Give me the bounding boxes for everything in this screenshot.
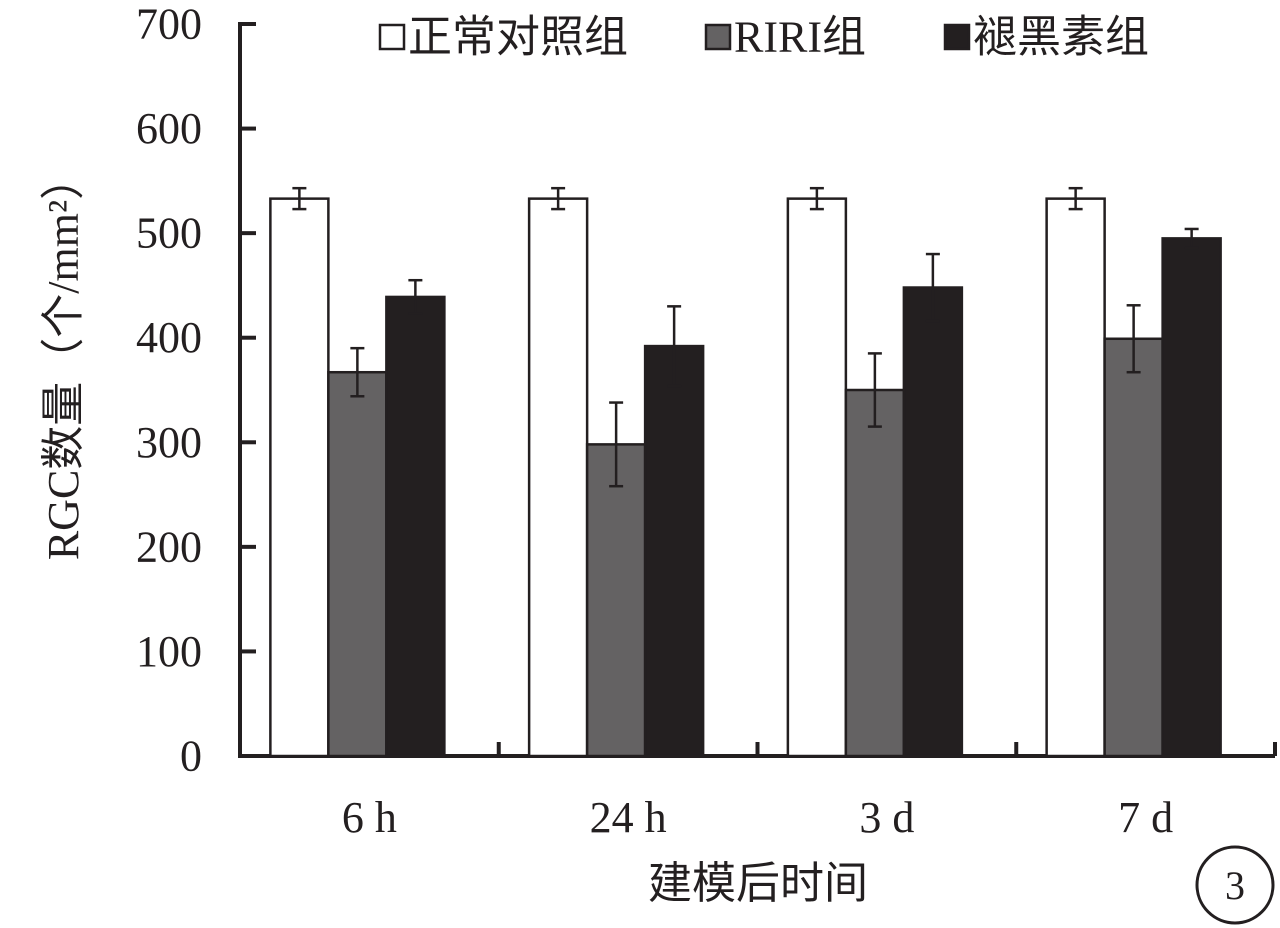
y-tick-label: 400	[136, 313, 202, 362]
bar	[1161, 237, 1222, 758]
y-tick-label: 500	[136, 209, 202, 258]
bars	[269, 197, 1222, 758]
y-tick-label: 0	[180, 732, 202, 781]
y-tick-label: 300	[136, 418, 202, 467]
bar	[1103, 337, 1164, 758]
x-tick-label: 3 d	[859, 793, 914, 842]
y-axis-ticks: 0 100 200 300 400 500 600 700	[136, 0, 256, 781]
bar	[786, 197, 848, 758]
y-tick-label: 600	[136, 104, 202, 153]
bar	[585, 443, 647, 758]
x-axis-ticks: 6 h 24 h 3 d 7 d	[342, 742, 1277, 842]
legend-label: 褪黑素组	[973, 13, 1149, 62]
bar	[1045, 197, 1106, 758]
bar	[269, 197, 330, 758]
bar	[385, 295, 446, 758]
y-tick-label: 100	[136, 627, 202, 676]
x-tick-label: 7 d	[1118, 793, 1173, 842]
bar	[844, 388, 906, 758]
legend: 正常对照组 RIRI组 褪黑素组	[378, 13, 1149, 62]
legend-label: RIRI组	[734, 13, 866, 62]
y-axis-title: RGC数量（个/mm²）	[39, 156, 88, 560]
x-axis-title: 建模后时间	[648, 859, 868, 908]
x-tick-label: 6 h	[342, 793, 397, 842]
panel-label: 3	[1225, 863, 1245, 908]
x-tick-label: 24 h	[590, 793, 667, 842]
bar	[327, 370, 388, 758]
panel-label-circle	[1195, 845, 1275, 925]
legend-swatch	[378, 23, 406, 51]
legend-swatch	[943, 23, 971, 51]
error-bars	[292, 186, 1199, 488]
bar	[643, 344, 705, 758]
bar	[902, 286, 964, 758]
y-tick-label: 200	[136, 522, 202, 571]
bar	[527, 197, 589, 758]
legend-swatch	[704, 23, 732, 51]
y-tick-label: 700	[136, 0, 202, 49]
legend-label: 正常对照组	[408, 13, 628, 62]
panel-label-badge: 3	[1195, 845, 1275, 925]
